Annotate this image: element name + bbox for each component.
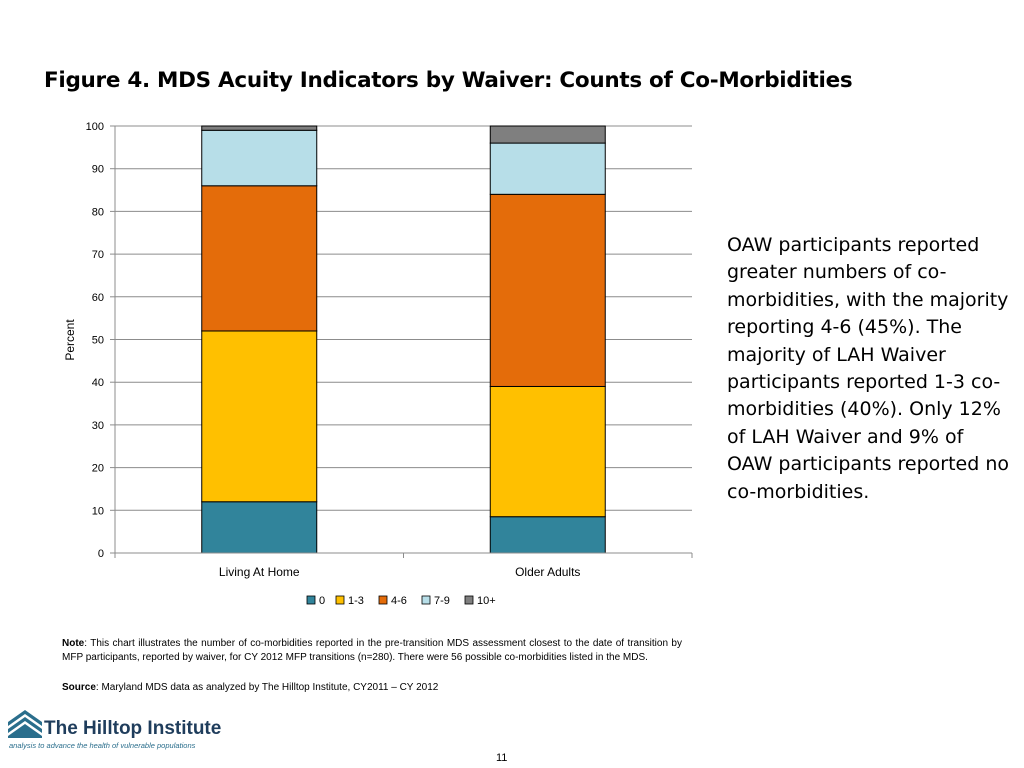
- bars: [201, 125, 606, 554]
- y-tick-label: 40: [92, 377, 104, 389]
- y-tick-label: 0: [98, 548, 104, 560]
- logo-tagline: analysis to advance the health of vulner…: [9, 741, 196, 750]
- bar-segment: [201, 129, 318, 187]
- legend-label: 4-6: [391, 595, 407, 607]
- y-tick-label: 100: [86, 121, 104, 133]
- chart-title: Figure 4. MDS Acuity Indicators by Waive…: [44, 68, 853, 93]
- bar-segment: [489, 125, 606, 144]
- hilltop-logo-icon: [8, 710, 42, 738]
- legend-label: 0: [319, 595, 325, 607]
- y-tick-label: 30: [92, 420, 104, 432]
- note-label: Note: [62, 638, 85, 649]
- bar-segment: [489, 193, 606, 387]
- source-label: Source: [62, 682, 96, 693]
- bar-segment: [489, 516, 606, 554]
- axes: 0 10 20 30 40 50 60 70 80 90 100 Living At Home Olde…: [86, 121, 693, 579]
- y-tick-label: 60: [92, 292, 104, 304]
- y-tick-label: 50: [92, 335, 104, 347]
- note-text: : This chart illustrates the number of c…: [62, 638, 682, 663]
- y-tick-label: 20: [92, 463, 104, 475]
- bar-segment: [489, 142, 606, 195]
- legend-swatch: [335, 595, 345, 605]
- bar-segment: [201, 501, 318, 554]
- logo-name: The Hilltop Institute: [44, 718, 222, 739]
- legend-label: 7-9: [434, 595, 450, 607]
- legend: 0 1-3 4-6 7-9 10+: [306, 595, 496, 607]
- x-category-label: Older Adults: [515, 565, 580, 579]
- chart-source: Source: Maryland MDS data as analyzed by…: [62, 681, 438, 695]
- legend-swatch: [306, 595, 316, 605]
- y-tick-label: 70: [92, 249, 104, 261]
- legend-swatch: [378, 595, 388, 605]
- bar-segment: [201, 185, 318, 332]
- stacked-bar-chart: 0 10 20 30 40 50 60 70 80 90 100 Living At Home Olde…: [63, 121, 693, 607]
- legend-label: 1-3: [348, 595, 364, 607]
- page-number: 11: [496, 752, 508, 764]
- legend-label: 10+: [477, 595, 496, 607]
- y-axis-label: Percent: [63, 319, 77, 361]
- bar-segment: [201, 125, 318, 131]
- bar-segment: [201, 330, 318, 503]
- y-tick-label: 90: [92, 164, 104, 176]
- y-tick-label: 10: [92, 505, 104, 517]
- y-tick-label: 80: [92, 206, 104, 218]
- x-category-label: Living At Home: [219, 565, 300, 579]
- legend-swatch: [421, 595, 431, 605]
- source-text: : Maryland MDS data as analyzed by The H…: [95, 682, 439, 693]
- legend-swatch: [464, 595, 474, 605]
- callout-text: OAW participants reported greater number…: [727, 234, 1009, 503]
- chart-note: Note: This chart illustrates the number …: [62, 637, 682, 665]
- bar-segment: [489, 385, 606, 518]
